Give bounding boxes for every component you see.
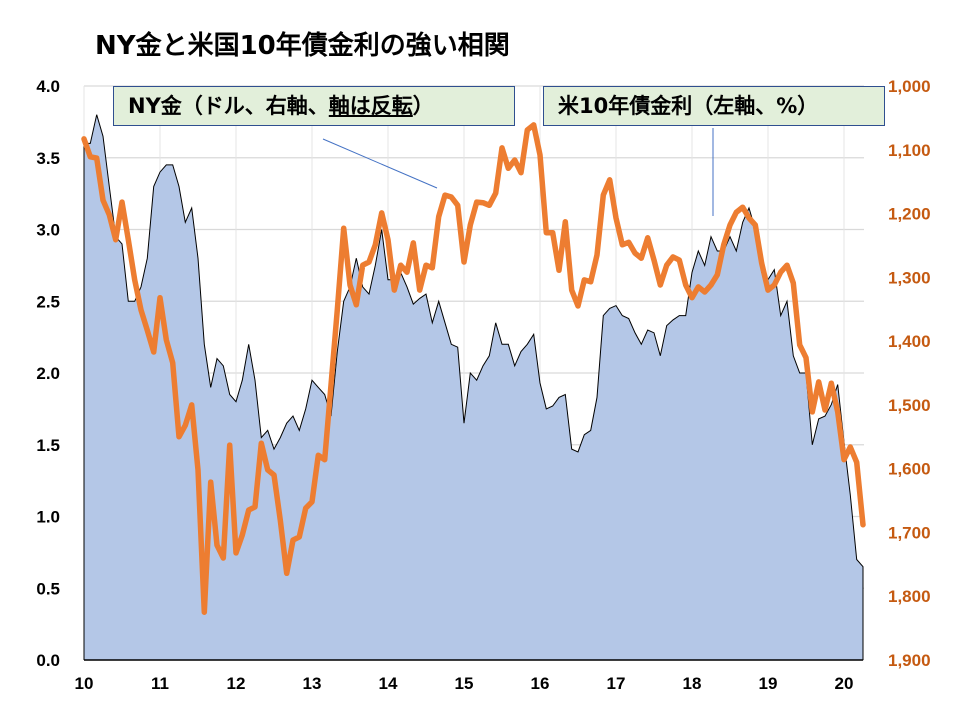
right-axis-tick-label: 1,600	[888, 460, 931, 479]
annotation-leaders	[322, 128, 714, 216]
x-axis-tick-label: 19	[759, 674, 778, 693]
gold-annotation-prefix: NY金（ドル、右軸、	[128, 94, 329, 118]
yield-area-outline	[83, 114, 864, 660]
gold-annotation-suffix: ）	[412, 94, 434, 118]
left-axis-tick-label: 3.0	[36, 221, 60, 240]
right-axis-tick-label: 1,500	[888, 396, 931, 415]
gold-annotation: NY金（ドル、右軸、軸は反転）	[113, 86, 515, 126]
right-axis-tick-label: 1,100	[888, 141, 931, 160]
right-axis-tick-label: 1,700	[888, 523, 931, 542]
left-axis-tick-label: 0.5	[36, 579, 60, 598]
x-axis-tick-label: 10	[75, 674, 94, 693]
x-axis-labels: 10 11 12 13 14 15 16 17 18 19 20	[75, 674, 854, 693]
left-axis-tick-label: 0.0	[36, 651, 60, 670]
right-axis-tick-label: 1,000	[888, 77, 931, 96]
x-axis-tick-label: 14	[379, 674, 398, 693]
x-axis-tick-label: 12	[227, 674, 246, 693]
gold-annotation-leader	[322, 138, 438, 189]
left-axis-tick-label: 4.0	[36, 77, 60, 96]
left-axis-tick-label: 2.0	[36, 364, 60, 383]
left-axis-labels: 0.0 0.5 1.0 1.5 2.0 2.5 3.0 3.5 4.0	[36, 77, 60, 670]
right-axis-labels: 1,000 1,100 1,200 1,300 1,400 1,500 1,600 1,700…	[888, 77, 931, 670]
right-axis-tick-label: 1,800	[888, 587, 931, 606]
yield-annotation: 米10年債金利（左軸、%）	[543, 86, 885, 126]
right-axis-tick-label: 1,900	[888, 651, 931, 670]
x-axis-tick-label: 15	[455, 674, 474, 693]
left-axis-tick-label: 3.5	[36, 149, 60, 168]
gold-annotation-underlined: 軸は反転	[328, 94, 413, 118]
right-axis-tick-label: 1,200	[888, 205, 931, 224]
x-axis-tick-label: 17	[607, 674, 626, 693]
right-axis-tick-label: 1,400	[888, 332, 931, 351]
x-axis-tick-label: 11	[151, 674, 169, 693]
left-axis-tick-label: 1.5	[36, 436, 60, 455]
gold-line-series	[81, 122, 866, 615]
left-axis-tick-label: 2.5	[36, 292, 60, 311]
right-axis-tick-label: 1,300	[888, 268, 931, 287]
x-axis-tick-label: 16	[531, 674, 550, 693]
x-axis-tick-label: 20	[835, 674, 854, 693]
chart-title: NY金と米国10年債金利の強い相関	[95, 31, 510, 61]
left-axis-tick-label: 1.0	[36, 508, 60, 527]
x-axis-tick-label: 13	[303, 674, 322, 693]
gold-line	[81, 122, 866, 615]
x-axis-tick-label: 18	[683, 674, 702, 693]
